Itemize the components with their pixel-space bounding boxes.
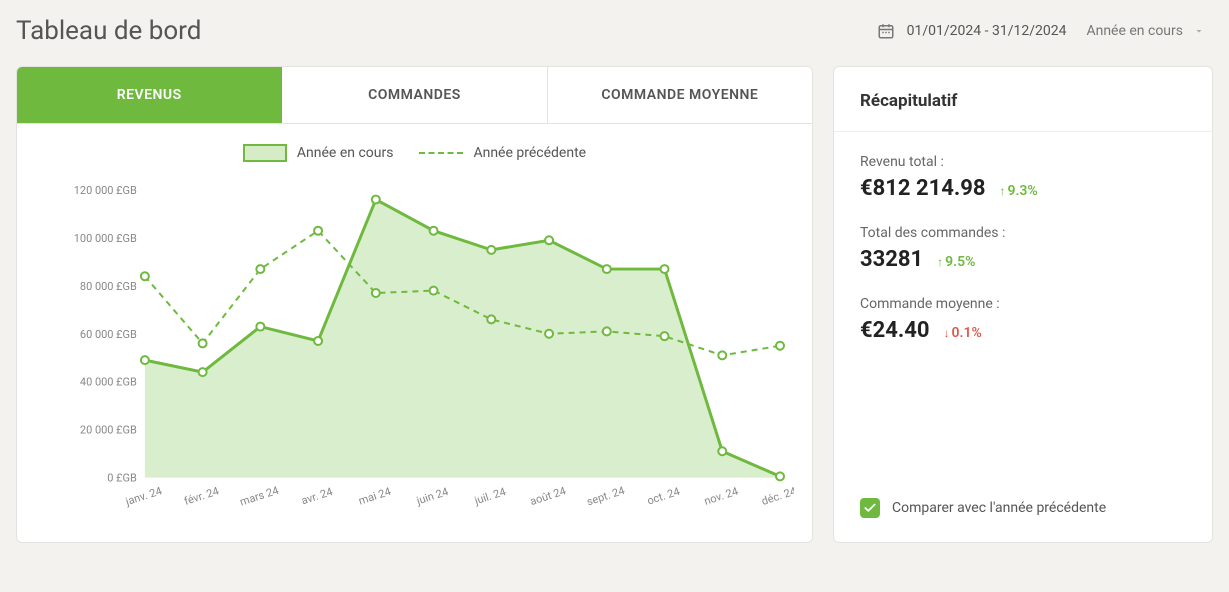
svg-text:mai 24: mai 24 — [357, 485, 393, 508]
metric-orders-value: 33281 — [860, 247, 923, 272]
legend-dashed-swatch — [419, 152, 463, 154]
legend-current[interactable]: Année en cours — [243, 144, 394, 162]
svg-text:120 000 £GB: 120 000 £GB — [74, 184, 137, 197]
svg-text:100 000 £GB: 100 000 £GB — [74, 232, 137, 245]
date-range-picker[interactable]: 01/01/2024 - 31/12/2024 — [877, 22, 1067, 40]
metric-average-delta: ↓0.1% — [944, 325, 982, 341]
metric-orders-delta: ↑9.5% — [937, 254, 975, 270]
svg-text:déc. 24: déc. 24 — [760, 485, 794, 508]
svg-text:janv. 24: janv. 24 — [123, 484, 163, 508]
summary-card: Récapitulatif Revenu total : €812 214.98… — [833, 66, 1213, 543]
svg-text:févr. 24: févr. 24 — [183, 485, 221, 508]
page-title: Tableau de bord — [16, 16, 201, 46]
compare-toggle-row: Comparer avec l'année précédente — [860, 478, 1186, 518]
chart-legend: Année en cours Année précédente — [35, 144, 794, 162]
legend-current-label: Année en cours — [297, 145, 394, 161]
metric-average-value: €24.40 — [860, 318, 930, 343]
divider — [834, 131, 1212, 132]
metric-orders: Total des commandes : 33281 ↑9.5% — [860, 225, 1186, 272]
svg-text:oct. 24: oct. 24 — [645, 485, 681, 508]
metric-average-label: Commande moyenne : — [860, 296, 1186, 312]
svg-text:40 000 £GB: 40 000 £GB — [80, 376, 137, 389]
legend-previous-label: Année précédente — [473, 145, 586, 161]
summary-title: Récapitulatif — [860, 91, 1186, 111]
tab-revenues[interactable]: REVENUS — [17, 67, 282, 123]
arrow-up-icon: ↑ — [937, 255, 943, 269]
compare-checkbox[interactable] — [860, 498, 880, 518]
tab-average-order[interactable]: COMMANDE MOYENNE — [548, 67, 812, 123]
svg-text:juin 24: juin 24 — [414, 485, 450, 508]
legend-solid-swatch — [243, 144, 287, 162]
svg-text:nov. 24: nov. 24 — [703, 485, 740, 508]
svg-text:80 000 £GB: 80 000 £GB — [80, 280, 137, 293]
svg-text:20 000 £GB: 20 000 £GB — [80, 424, 137, 437]
svg-text:60 000 £GB: 60 000 £GB — [80, 328, 137, 341]
period-selector[interactable]: Année en cours — [1086, 23, 1205, 39]
legend-previous[interactable]: Année précédente — [419, 144, 586, 162]
metric-revenue-value: €812 214.98 — [860, 176, 985, 201]
chevron-down-icon — [1193, 25, 1205, 37]
svg-text:août 24: août 24 — [528, 484, 567, 508]
arrow-up-icon: ↑ — [999, 184, 1005, 198]
metric-revenue-label: Revenu total : — [860, 154, 1186, 170]
svg-text:mars 24: mars 24 — [238, 484, 280, 509]
date-range-text: 01/01/2024 - 31/12/2024 — [907, 23, 1067, 39]
chart-tabs: REVENUS COMMANDES COMMANDE MOYENNE — [17, 67, 812, 124]
svg-text:juil. 24: juil. 24 — [472, 485, 507, 508]
calendar-icon — [877, 22, 895, 40]
metric-revenue: Revenu total : €812 214.98 ↑9.3% — [860, 154, 1186, 201]
svg-text:sept. 24: sept. 24 — [585, 484, 626, 508]
arrow-down-icon: ↓ — [944, 326, 950, 340]
svg-text:0 £GB: 0 £GB — [107, 472, 137, 485]
svg-text:avr. 24: avr. 24 — [300, 485, 335, 507]
header-controls: 01/01/2024 - 31/12/2024 Année en cours — [877, 22, 1213, 40]
metric-average: Commande moyenne : €24.40 ↓0.1% — [860, 296, 1186, 343]
period-selector-label: Année en cours — [1086, 23, 1183, 39]
metric-revenue-delta: ↑9.3% — [999, 183, 1037, 199]
tab-orders[interactable]: COMMANDES — [282, 67, 547, 123]
metric-orders-label: Total des commandes : — [860, 225, 1186, 241]
chart-card: REVENUS COMMANDES COMMANDE MOYENNE Année… — [16, 66, 813, 543]
revenue-chart: 0 £GB 20 000 £GB 40 000 £GB 60 000 £GB 80 00… — [35, 168, 794, 528]
header: Tableau de bord 01/01/2024 - 31/12/2024 — [16, 16, 1213, 46]
compare-label: Comparer avec l'année précédente — [892, 500, 1106, 516]
